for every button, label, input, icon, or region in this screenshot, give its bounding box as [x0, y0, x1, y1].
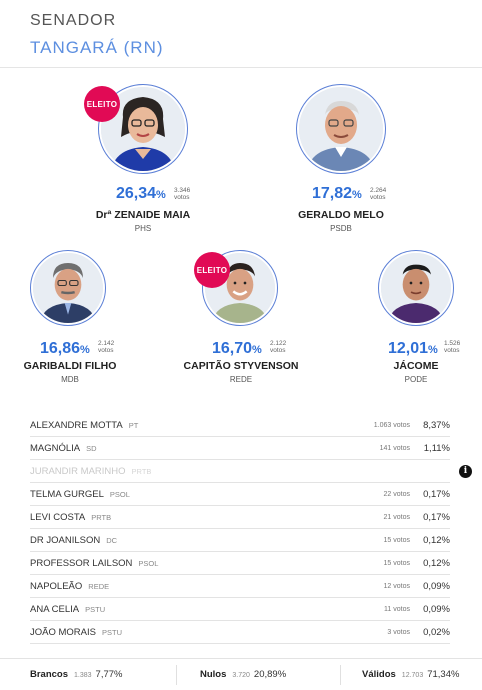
summary-nulos: Nulos 3.720 20,89% [200, 669, 286, 680]
candidate-pct: 0,09% [423, 580, 450, 592]
candidate-pct: 0,17% [423, 511, 450, 523]
summary-votes: 1.383 [74, 672, 92, 679]
candidate-votes: 21 votos [383, 513, 410, 521]
candidate-votes: 12 votos [383, 582, 410, 590]
candidate-votes: 15 votos [383, 559, 410, 567]
candidate-party: PT [128, 420, 139, 430]
candidate-name: GERALDO MELO [298, 209, 384, 221]
candidate-name: DR JOANILSON [30, 534, 101, 546]
summary-pct: 71,34% [427, 669, 460, 680]
candidate-name: TELMA GURGEL [30, 488, 104, 500]
candidate-votes: 11 votos [384, 605, 410, 613]
summary-label: Brancos [30, 669, 69, 680]
candidate-votes: 22 votos [383, 490, 410, 498]
candidate-name: JURANDIR MARINHO [30, 465, 126, 477]
candidate-votes: 1.526 votos [444, 340, 461, 354]
elected-badge: ELEITO [194, 252, 230, 288]
candidate-votes: 2.122 votos [270, 340, 287, 354]
candidate-pct: 8,37% [423, 419, 450, 431]
candidate-pct: 16,70% [212, 340, 262, 357]
candidate-name: ANA CELIA [30, 603, 80, 615]
list-item[interactable]: LEVI COSTA PRTB 21 votos 0,17% [30, 506, 450, 529]
candidate-pct: 12,01% [388, 340, 438, 357]
candidate-name: Drª ZENAIDE MAIA [95, 209, 191, 221]
candidate-party: MDB [61, 375, 79, 384]
candidate-photo-frame [296, 84, 386, 174]
summary-validos: Válidos 12.703 71,34% [362, 669, 459, 680]
list-item[interactable]: JOÃO MORAIS PSTU 3 votos 0,02% [30, 621, 450, 644]
candidate-votes: 3.346 votos [174, 187, 191, 201]
page-header: SENADOR TANGARÁ (RN) [0, 0, 482, 68]
candidate-name: JÁCOME [393, 360, 439, 372]
candidate-pct: 16,86% [40, 340, 90, 357]
candidate-name: NAPOLEÃO [30, 580, 83, 592]
list-item[interactable]: DR JOANILSON DC 15 votos 0,12% [30, 529, 450, 552]
summary-label: Nulos [200, 669, 227, 680]
list-item[interactable]: PROFESSOR LAILSON PSOL 15 votos 0,12% [30, 552, 450, 575]
candidate-name: CAPITÃO STYVENSON [183, 360, 299, 372]
candidate-photo [299, 87, 383, 171]
other-candidates-list: ALEXANDRE MOTTA PT 1.063 votos 8,37% MAGN… [30, 414, 472, 644]
list-item[interactable]: ALEXANDRE MOTTA PT 1.063 votos 8,37% [30, 414, 450, 437]
candidate-photo-frame [30, 250, 106, 326]
candidate-pct: 1,11% [423, 442, 450, 454]
candidate-pct: 17,82% [312, 185, 362, 202]
candidate-votes: 15 votos [383, 536, 410, 544]
candidate-name: GARIBALDI FILHO [23, 360, 117, 372]
info-icon[interactable]: i [459, 464, 472, 478]
summary-footer: Brancos 1.383 7,77% Nulos 3.720 20,89% Válid… [0, 658, 482, 690]
candidate-photo [33, 253, 103, 323]
summary-brancos: Brancos 1.383 7,77% [30, 669, 122, 680]
divider [340, 665, 341, 685]
candidate-party: PSTU [85, 604, 106, 614]
candidate-pct: 0,12% [423, 557, 450, 569]
candidate-party: PODE [404, 375, 428, 384]
candidate-votes: 2.264 votos [370, 187, 387, 201]
summary-pct: 7,77% [95, 669, 123, 680]
candidate-party: PSOL [109, 489, 130, 499]
candidate-pct: 26,34% [116, 185, 166, 202]
candidate-pct: 0,09% [423, 603, 450, 615]
candidate-name: MAGNÓLIA [30, 442, 81, 454]
summary-votes: 3.720 [232, 672, 250, 679]
list-item[interactable]: TELMA GURGEL PSOL 22 votos 0,17% [30, 483, 450, 506]
summary-votes: 12.703 [401, 672, 424, 679]
elected-badge: ELEITO [84, 86, 120, 122]
candidate-party: DC [106, 535, 118, 545]
office-title: SENADOR [30, 12, 117, 29]
candidate-name: JOÃO MORAIS [30, 626, 96, 638]
candidate-pct: 0,02% [423, 626, 450, 638]
candidate-votes: 2.142 votos [98, 340, 115, 354]
candidate-party: PSTU [101, 627, 122, 637]
summary-label: Válidos [362, 669, 396, 680]
candidate-pct: 0,12% [423, 534, 450, 546]
candidate-party: PRTB [91, 512, 112, 522]
candidate-photo [381, 253, 451, 323]
list-item[interactable]: NAPOLEÃO REDE 12 votos 0,09% [30, 575, 450, 598]
divider [176, 665, 177, 685]
place-title: TANGARÁ (RN) [30, 38, 164, 57]
candidate-pct: 0,17% [423, 488, 450, 500]
candidate-party: PRTB [131, 466, 152, 476]
candidate-name: ALEXANDRE MOTTA [30, 419, 123, 431]
list-item[interactable]: JURANDIR MARINHO PRTB i [30, 460, 472, 483]
candidate-party: PSDB [330, 224, 352, 233]
candidate-name: PROFESSOR LAILSON [30, 557, 133, 569]
summary-pct: 20,89% [253, 669, 287, 680]
candidate-party: SD [86, 443, 97, 453]
candidate-party: PSOL [138, 558, 159, 568]
list-item[interactable]: ANA CELIA PSTU 11 votos 0,09% [30, 598, 450, 621]
candidate-votes: 3 votos [387, 628, 410, 636]
candidate-votes: 1.063 votos [373, 421, 410, 429]
candidate-party: REDE [229, 375, 253, 384]
candidate-name: LEVI COSTA [30, 511, 86, 523]
list-item[interactable]: MAGNÓLIA SD 141 votos 1,11% [30, 437, 450, 460]
candidate-photo-frame [378, 250, 454, 326]
candidate-party: REDE [88, 581, 110, 591]
candidate-party: PHS [134, 224, 152, 233]
candidate-votes: 141 votos [379, 444, 410, 452]
